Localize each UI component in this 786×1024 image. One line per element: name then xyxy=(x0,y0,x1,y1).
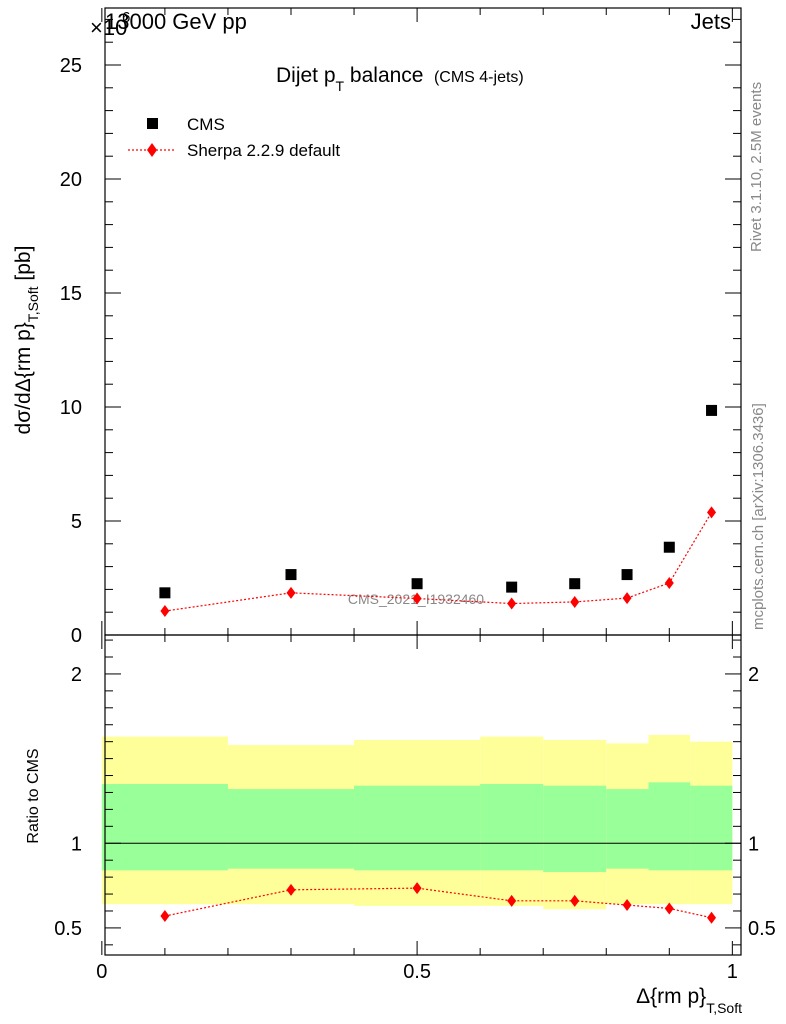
ratio-y-tick-label: 0.5 xyxy=(54,918,82,940)
x-tick-label: 0.5 xyxy=(403,961,431,983)
main-y-tick-label: 15 xyxy=(60,283,82,305)
ratio-y-tick-label-right: 1 xyxy=(748,833,759,855)
chart-title: Dijet pT balance (CMS 4-jets) xyxy=(276,64,524,94)
ratio-y-tick-label-right: 2 xyxy=(748,664,759,686)
ratio-sherpa-point xyxy=(412,882,422,895)
energy-label: 13000 GeV pp xyxy=(105,9,247,34)
inner-band-bin xyxy=(480,783,544,871)
cms-point xyxy=(569,578,581,590)
exponent-power: 6 xyxy=(122,9,130,26)
main-y-tick-label: 20 xyxy=(60,169,82,191)
main-y-tick-label: 25 xyxy=(60,55,82,77)
x-axis-label: Δ{rm p}T,Soft xyxy=(636,985,742,1016)
inner-band-bin xyxy=(227,789,355,869)
ratio-sherpa-point xyxy=(286,883,296,896)
ratio-y-tick-label-right: 0.5 xyxy=(748,918,776,940)
sherpa-point xyxy=(664,577,674,590)
main-y-label-main: dσ/dΔ{rm p} xyxy=(12,322,35,434)
ratio-sherpa-line xyxy=(164,887,712,919)
inner-band-bin xyxy=(543,785,607,873)
inner-band-bin xyxy=(690,785,733,871)
chart-title-rest: balance xyxy=(344,64,423,87)
sherpa-point xyxy=(160,605,170,618)
ratio-frame xyxy=(104,634,742,956)
main-series xyxy=(159,404,718,618)
sherpa-point xyxy=(286,586,296,599)
legend-sherpa-label: Sherpa 2.2.9 default xyxy=(187,141,340,160)
ratio-sherpa-point xyxy=(570,894,580,907)
cms-point xyxy=(159,587,171,599)
main-frame xyxy=(104,7,742,636)
inner-band-bin xyxy=(648,782,691,871)
cms-point xyxy=(663,541,675,553)
x-tick-label: 0 xyxy=(96,961,107,983)
sherpa-point xyxy=(622,592,632,605)
main-y-label: dσ/dΔ{rm p}T,Soft [pb] xyxy=(12,246,41,435)
cms-point xyxy=(285,569,297,581)
legend-sherpa-marker xyxy=(147,143,157,157)
main-y-tick-label: 10 xyxy=(60,397,82,419)
cms-point xyxy=(706,404,718,416)
legend-cms-label: CMS xyxy=(187,115,225,134)
x-axis-label-sub: T,Soft xyxy=(706,1000,742,1016)
x-tick-label: 1 xyxy=(727,961,738,983)
ratio-axes: 0 0.5 1 0.5 0.5 1 1 2 2 xyxy=(54,634,776,983)
main-y-label-sub: T,Soft xyxy=(25,286,41,322)
cms-point xyxy=(411,578,423,590)
rivet-label: Rivet 3.1.10, 2.5M events xyxy=(748,82,765,252)
ratio-sherpa-point xyxy=(622,899,632,912)
ratio-y-tick-label: 2 xyxy=(71,664,82,686)
sherpa-point xyxy=(507,597,517,610)
ratio-sherpa-point xyxy=(160,910,170,923)
legend-cms-marker xyxy=(147,118,158,129)
main-y-label-unit: [pb] xyxy=(12,246,35,287)
chart-title-main: Dijet p xyxy=(276,64,336,87)
sherpa-line xyxy=(164,512,713,612)
inner-band-bin xyxy=(606,789,649,869)
process-label: Jets xyxy=(691,9,731,34)
ratio-sherpa-point xyxy=(707,911,717,924)
cms-point xyxy=(506,581,518,593)
main-y-tick-label: 5 xyxy=(71,511,82,533)
inner-band-bin xyxy=(354,785,481,871)
chart-title-sub: T xyxy=(336,78,345,94)
sherpa-point xyxy=(412,592,422,605)
legend: CMS Sherpa 2.2.9 default xyxy=(128,115,340,160)
x-axis-label-main: Δ{rm p} xyxy=(636,985,706,1008)
main-axes: 0 5 10 15 20 25 xyxy=(60,7,742,647)
ratio-y-label: Ratio to CMS xyxy=(25,748,42,843)
cms-point xyxy=(621,569,633,581)
chart-subtitle: (CMS 4-jets) xyxy=(434,69,524,86)
source-label: mcplots.cern.ch [arXiv:1306.3436] xyxy=(750,403,767,630)
sherpa-point xyxy=(570,595,580,608)
ratio-sherpa-point xyxy=(664,902,674,915)
ratio-y-tick-label: 1 xyxy=(71,833,82,855)
ratio-sherpa-point xyxy=(507,894,517,907)
ratio-bands xyxy=(101,734,741,910)
sherpa-point xyxy=(707,506,717,519)
inner-band-bin xyxy=(101,783,228,871)
main-y-tick-label: 0 xyxy=(71,625,82,647)
ratio-series xyxy=(160,882,717,924)
